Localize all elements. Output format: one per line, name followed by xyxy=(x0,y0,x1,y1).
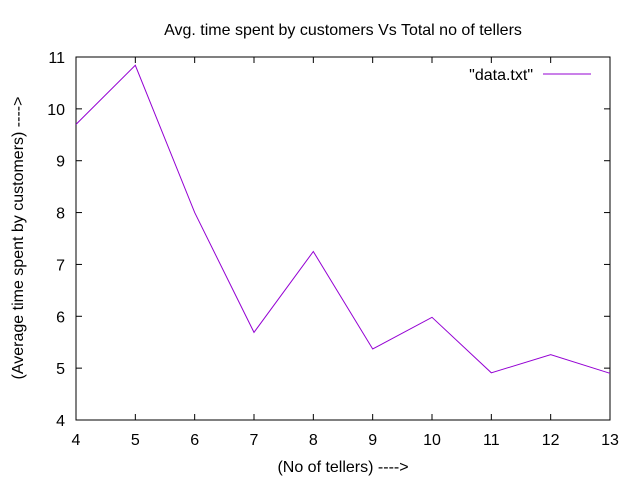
y-tick-label: 8 xyxy=(56,206,65,223)
x-tick-label: 10 xyxy=(423,432,441,449)
x-tick-label: 8 xyxy=(309,432,318,449)
chart-title: Avg. time spent by customers Vs Total no… xyxy=(164,22,522,39)
x-tick-label: 6 xyxy=(190,432,199,449)
x-tick-label: 12 xyxy=(542,432,560,449)
plot-border xyxy=(75,56,611,421)
x-tick-label: 13 xyxy=(601,432,619,449)
x-axis-label: (No of tellers) ----> xyxy=(277,459,408,476)
x-tick-label: 7 xyxy=(250,432,259,449)
x-tick-label: 5 xyxy=(131,432,140,449)
y-axis-label: (Average time spent by customers) ----> xyxy=(10,97,27,380)
y-tick-label: 11 xyxy=(48,50,65,67)
x-tick-label: 11 xyxy=(483,432,500,449)
y-tick-label: 9 xyxy=(56,154,65,171)
x-tick-label: 4 xyxy=(72,432,81,449)
plot-area xyxy=(75,56,611,421)
x-tick-label: 9 xyxy=(368,432,377,449)
y-axis: 4 5 6 7 8 9 10 11 xyxy=(47,50,610,430)
y-tick-label: 6 xyxy=(56,309,65,326)
x-axis: 4 5 6 7 8 9 10 11 12 13 xyxy=(72,57,619,449)
series-layer xyxy=(75,64,611,374)
y-tick-label: 7 xyxy=(56,257,65,274)
y-tick-label: 5 xyxy=(56,361,65,378)
y-tick-label: 10 xyxy=(47,102,65,119)
legend-label: "data.txt" xyxy=(469,67,533,84)
y-tick-label: 4 xyxy=(56,413,65,430)
series-line xyxy=(75,64,611,374)
legend: "data.txt" xyxy=(469,67,591,84)
